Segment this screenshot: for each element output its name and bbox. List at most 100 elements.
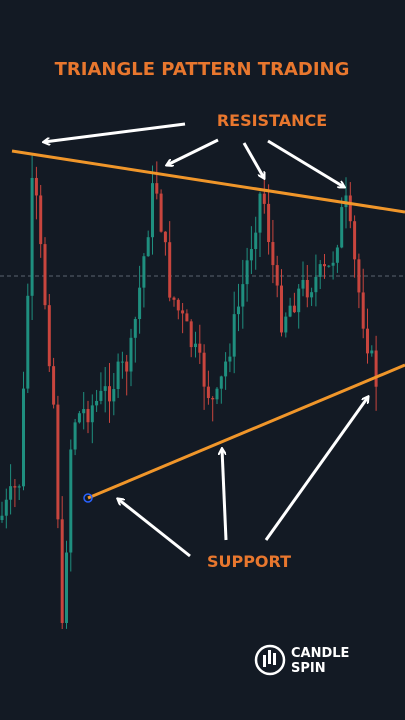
candle [370,350,374,354]
candle [17,486,21,488]
resistance-line [11,149,405,214]
candle [133,319,137,338]
arrows [44,122,368,558]
logo-bar [268,650,271,664]
candle [301,279,305,289]
candle [348,195,352,222]
candle [95,400,99,406]
support-label: SUPPORT [207,552,291,571]
candle [366,328,369,354]
candle [194,343,197,348]
candle [241,284,245,307]
candle [249,249,253,261]
candle [103,386,107,391]
candle [267,203,271,243]
candle [65,552,68,623]
candle [0,515,4,520]
candle [189,321,193,348]
candle [211,398,215,400]
candle [163,231,167,243]
candle [73,422,77,450]
arrow [267,139,344,187]
candle [60,519,64,623]
arrow [167,138,219,165]
candle [219,376,223,389]
candle [344,195,348,208]
resistance-label: RESISTANCE [217,111,327,130]
candle [43,244,47,306]
candle [77,413,81,423]
candle [9,486,13,500]
arrow [242,142,264,178]
candle [82,409,86,414]
arrow [264,397,368,541]
support-line [87,363,405,500]
arrow [118,499,191,558]
candle [374,350,378,387]
candle [288,305,292,317]
candle [116,361,120,390]
candle [297,288,301,313]
candle [292,305,296,313]
candle [34,177,38,196]
candle [52,366,56,405]
logo: CANDLE SPIN [254,644,349,676]
candle [237,306,240,315]
candle [314,276,318,293]
title: TRIANGLE PATTERN TRADING [55,59,350,80]
candle [56,404,60,520]
candle [357,259,361,293]
candle [331,262,335,266]
candle [245,260,249,285]
candle [86,409,90,423]
logo-text: CANDLE [291,646,349,661]
candle [323,264,326,267]
candle [151,183,154,238]
candle [155,183,159,194]
candle [99,390,103,401]
candle [228,356,232,362]
candle [271,242,275,266]
candle [202,352,206,387]
logo-icon [254,644,286,676]
candle [206,386,210,399]
anchor-point [83,493,93,503]
candle [26,295,30,389]
candle [39,195,43,245]
arrow [222,449,228,541]
candle [69,449,73,553]
candle [168,242,172,298]
candle [90,405,94,423]
candle [142,256,146,288]
candle [254,232,258,250]
candle [258,193,262,233]
candle [318,264,322,277]
candle [185,313,189,322]
candle [30,177,34,296]
candle [4,499,8,516]
candles [0,154,378,629]
candle [108,386,111,402]
arrow [44,122,186,142]
logo-bar [263,655,266,667]
candle [13,486,17,488]
candle [353,221,357,260]
candle [327,265,331,267]
candle [232,314,236,357]
candle [159,193,163,232]
logo-text: SPIN [291,661,326,676]
candle [181,310,185,314]
candle [120,361,124,363]
candle [361,292,365,329]
candle [310,292,314,298]
candle [215,388,219,400]
candle [280,285,283,333]
candle [22,388,25,487]
candle [275,265,279,286]
candle [138,287,142,320]
candle [335,247,339,263]
candle [125,361,129,372]
candle [112,389,116,402]
candle [262,193,266,204]
